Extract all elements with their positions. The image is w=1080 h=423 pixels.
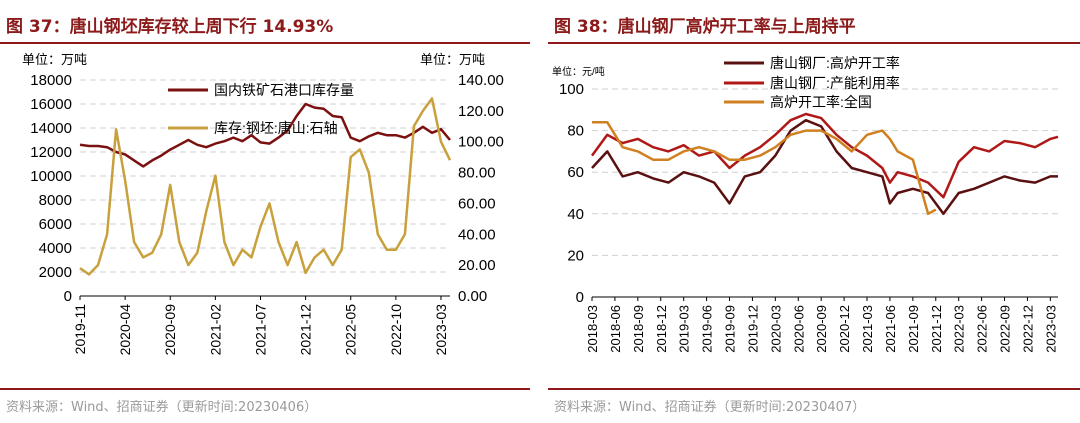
y-tick-label: 18000 [30, 72, 72, 89]
x-tick-label: 2021-06 [883, 305, 898, 353]
x-tick-label: 2022-03 [952, 305, 967, 353]
legend-label: 唐山钢厂:高炉开工率 [770, 55, 900, 71]
chart-panel-left: 图 37：唐山钢坯库存较上周下行 14.93% 单位：万吨 单位：万吨 0 2000 4… [0, 0, 530, 423]
legend-label: 唐山钢厂:产能利用率 [770, 75, 900, 91]
x-tick-label: 2021-03 [860, 305, 875, 353]
title-rule [0, 42, 530, 44]
source-rule [0, 388, 530, 390]
x-tick-label: 2020-03 [768, 305, 783, 353]
y-tick-label: 100 [559, 81, 584, 98]
chart-panel-right: 图 38：唐山钢厂高炉开工率与上周持平 单位：元/吨 0 20 40 60 80 100 20… [548, 0, 1080, 423]
y-right-tick-label: 40.00 [458, 226, 496, 243]
y-tick-label: 14000 [30, 120, 72, 137]
y-right-tick-label: 140.00 [458, 72, 504, 89]
y-tick-label: 4000 [39, 240, 72, 257]
x-tick-label: 2022-09 [998, 305, 1013, 353]
x-tick-label: 2022-10 [388, 304, 404, 356]
y-axis-unit-right: 单位：万吨 [420, 52, 485, 67]
x-tick-label: 2023-03 [1043, 305, 1058, 353]
y-axis-unit-left: 单位：万吨 [22, 52, 87, 67]
source-note: 资料来源：Wind、招商证券（更新时间:20230406） [6, 400, 318, 415]
y-right-tick-label: 0.00 [458, 288, 487, 305]
series-line [592, 121, 937, 216]
x-tick-label: 2019-11 [72, 304, 88, 355]
x-tick-label: 2020-09 [162, 304, 178, 356]
y-tick-label: 60 [567, 164, 584, 181]
x-tick-label: 2020-04 [117, 304, 133, 356]
y-tick-label: 8000 [39, 192, 72, 209]
x-tick-label: 2023-03 [433, 304, 449, 356]
y-tick-label: 80 [567, 123, 584, 140]
y-tick-label: 16000 [30, 96, 72, 113]
y-right-tick-label: 100.00 [458, 134, 504, 151]
y-right-tick-label: 20.00 [458, 257, 496, 274]
source-note: 资料来源：Wind、招商证券（更新时间:20230407） [554, 400, 866, 415]
y-tick-label: 0 [64, 288, 72, 305]
y-tick-label: 20 [567, 247, 584, 264]
x-tick-label: 2019-03 [677, 305, 692, 353]
y-tick-label: 12000 [30, 144, 72, 161]
x-tick-label: 2021-12 [929, 305, 944, 353]
x-tick-label: 2020-09 [814, 305, 829, 353]
chart-title: 图 37：唐山钢坯库存较上周下行 14.93% [6, 17, 334, 37]
y-right-tick-label: 120.00 [458, 103, 504, 120]
x-tick-label: 2019-09 [723, 305, 738, 353]
y-axis-unit: 单位：元/吨 [552, 65, 605, 78]
title-rule [548, 42, 1080, 44]
source-rule [548, 388, 1080, 390]
x-tick-label: 2018-09 [631, 305, 646, 353]
x-tick-label: 2018-03 [585, 305, 600, 353]
x-tick-label: 2021-07 [252, 304, 268, 356]
x-tick-label: 2018-12 [654, 305, 669, 353]
series-line [590, 112, 1059, 199]
x-tick-label: 2022-12 [1020, 305, 1035, 353]
x-tick-label: 2021-12 [298, 304, 314, 356]
y-tick-label: 40 [567, 206, 584, 223]
x-tick-label: 2021-02 [207, 304, 223, 356]
y-right-tick-label: 60.00 [458, 195, 496, 212]
x-tick-label: 2021-09 [906, 305, 921, 353]
y-tick-label: 0 [576, 289, 584, 306]
x-tick-label: 2022-06 [975, 305, 990, 353]
x-tick-label: 2019-06 [700, 305, 715, 353]
x-tick-label: 2019-12 [745, 305, 760, 353]
x-tick-label: 2018-06 [608, 305, 623, 353]
y-tick-label: 6000 [39, 216, 72, 233]
chart-left-svg: 单位：万吨 单位：万吨 0 2000 4000 6000 8000 10000 12000 140… [22, 52, 504, 356]
series-line [79, 97, 452, 276]
y-tick-label: 10000 [30, 168, 72, 185]
y-right-tick-label: 80.00 [458, 165, 496, 182]
chart-title: 图 38：唐山钢厂高炉开工率与上周持平 [554, 17, 856, 37]
x-tick-label: 2022-05 [343, 304, 359, 356]
x-tick-label: 2020-12 [837, 305, 852, 353]
chart-right-svg: 单位：元/吨 0 20 40 60 80 100 2018-03 2018-06 2018-09 2… [552, 55, 1059, 353]
legend-label: 国内铁矿石港口库存量 [214, 82, 354, 98]
series-line [591, 118, 1058, 216]
x-tick-label: 2020-06 [791, 305, 806, 353]
legend-label: 库存:钢坯:唐山:石轴 [214, 120, 338, 136]
y-tick-label: 2000 [39, 264, 72, 281]
series-line [79, 102, 451, 168]
legend-label: 高炉开工率:全国 [770, 94, 872, 110]
